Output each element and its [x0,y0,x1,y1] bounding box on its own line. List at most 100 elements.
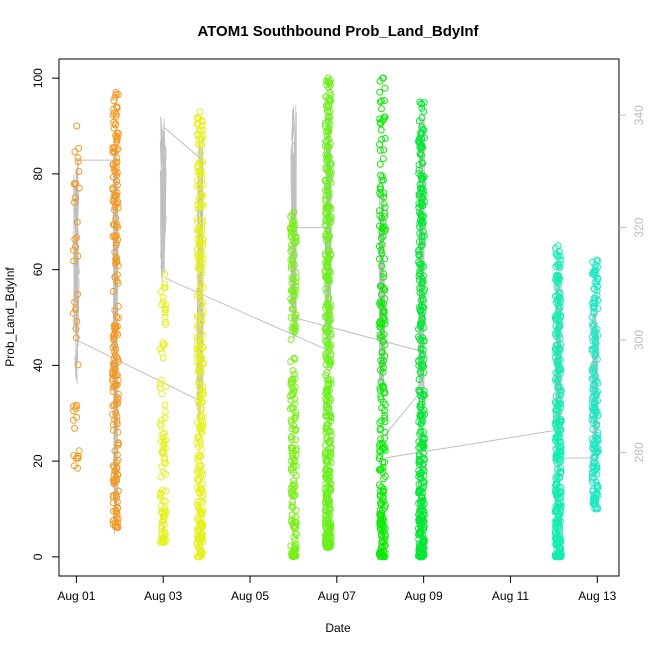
data-point [114,302,122,310]
data-point [376,387,384,394]
data-point [590,497,598,505]
data-point [376,320,384,328]
data-point [415,258,423,266]
data-point [379,155,387,163]
data-point [593,256,601,264]
data-point [415,272,423,280]
data-point [376,189,384,197]
data-point [557,418,565,426]
data-point [557,356,564,364]
data-point [289,384,297,392]
data-point [381,434,388,442]
data-point [292,278,300,286]
data-point [109,499,117,507]
data-point [292,239,300,247]
data-point [324,320,332,328]
data-point [287,376,295,384]
data-point [71,148,79,156]
data-point [416,190,424,198]
data-point [552,263,560,271]
data-point [594,263,602,271]
data-point [380,357,388,365]
x-tick-label: Aug 11 [492,589,529,603]
x-tick-label: Aug 07 [318,589,356,603]
data-point [415,486,423,494]
data-point [161,313,169,321]
data-point [198,426,206,434]
data-point [378,105,385,113]
data-point [416,184,424,192]
data-point [112,522,119,530]
data-point [288,257,296,265]
data-point [110,109,118,117]
data-point [195,367,202,375]
data-point [196,356,204,364]
data-point [196,290,203,297]
data-point [377,551,385,558]
data-point [194,253,202,261]
data-point [198,116,206,124]
data-point [161,429,168,437]
data-point [287,232,295,240]
data-point [159,294,167,302]
data-point [590,392,598,400]
data-point [111,306,119,314]
data-point [326,159,334,167]
data-point [196,286,203,294]
data-point [555,396,563,404]
data-point [379,338,387,345]
data-point [194,379,202,387]
data-point [109,221,117,228]
data-point [323,302,331,310]
data-point [552,523,560,531]
data-point [195,265,203,273]
data-point [198,260,206,268]
y-tick-label: 20 [31,454,45,468]
data-point [552,275,559,283]
data-point [415,470,423,478]
y-axis-label: Prob_Land_BdyInf [3,267,17,367]
data-point [555,262,563,270]
data-point [292,411,300,419]
data-point [323,397,331,405]
data-point [198,226,206,234]
data-point [555,510,563,518]
data-point [195,452,202,460]
data-point [551,330,559,338]
data-point [590,310,598,317]
point-cluster [415,98,428,561]
data-point [420,436,428,444]
data-point [287,256,295,264]
data-point [380,273,388,281]
data-point [69,416,77,424]
data-point [112,345,120,353]
data-point [381,446,389,454]
data-point [194,235,202,242]
data-point [557,483,565,491]
data-point [417,512,425,520]
point-cluster [375,74,389,561]
data-point [195,194,203,202]
data-point [194,340,201,348]
data-point [110,401,118,409]
data-point [198,203,206,211]
data-point [419,351,427,358]
data-point [73,317,81,325]
data-point [113,181,121,189]
data-point [292,314,300,322]
data-point [323,530,331,538]
data-point [376,331,384,339]
data-point [591,381,599,389]
data-point [161,408,169,415]
data-point [419,175,427,183]
data-point [381,213,389,221]
data-point [553,251,561,259]
data-point [379,515,386,523]
data-point [287,336,295,344]
data-point [72,305,79,313]
data-point [592,372,600,380]
data-point [556,252,564,260]
data-point [557,313,565,321]
data-point [197,353,205,361]
data-point [419,159,427,167]
